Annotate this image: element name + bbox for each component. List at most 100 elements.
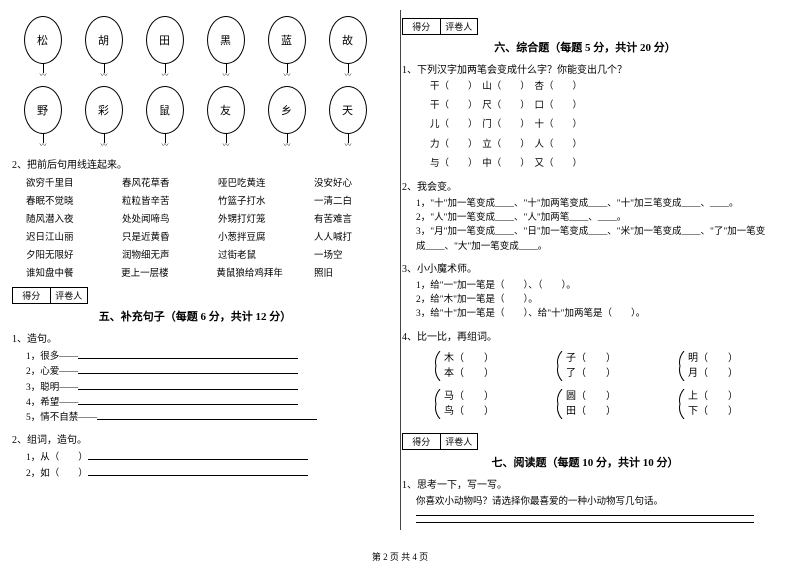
brace-icon — [432, 389, 442, 419]
char-pair: 圆（ ）田（ ） — [554, 389, 616, 419]
write-line — [416, 522, 754, 523]
s6-q3-line: 2，给"木"加一笔是（ ）。 — [416, 293, 768, 307]
word-cell: 只是近黄昏 — [122, 229, 186, 243]
score-box: 得分 评卷人 — [402, 433, 478, 450]
brace-icon — [432, 351, 442, 381]
word-cell: 一场空 — [314, 247, 378, 261]
char-pair: 木（ ）本（ ） — [432, 351, 494, 381]
score-box: 得分 评卷人 — [402, 18, 478, 35]
balloon: 胡 — [85, 16, 123, 64]
balloon: 野 — [24, 86, 62, 134]
balloon: 松 — [24, 16, 62, 64]
word-cell: 一清二白 — [314, 193, 378, 207]
s6-q4: 4、比一比，再组词。 — [402, 328, 768, 343]
balloon-tail-row: 〰〰〰〰〰〰 — [12, 70, 378, 80]
pair-item: 圆（ ） — [566, 389, 616, 404]
word-row: 春眠不觉晓 粒粒皆辛苦 竹篮子打水 一清二白 — [26, 193, 378, 207]
s5-item: 4，希望—— — [26, 395, 378, 410]
grader-cell: 评卷人 — [51, 288, 88, 303]
balloon: 鼠 — [146, 86, 184, 134]
right-column: 得分 评卷人 六、综合题（每题 5 分，共计 20 分） 1、下列汉字加两笔会变… — [390, 0, 780, 565]
pair-row-2: 马（ ）鸟（ ） 圆（ ）田（ ） 上（ ）下（ ） — [402, 389, 768, 419]
section6-title: 六、综合题（每题 5 分，共计 20 分） — [402, 39, 768, 55]
brace-icon — [676, 351, 686, 381]
s6-q2-line: 3，"月"加一笔变成____、"日"加一笔变成____、"米"加一笔变成____… — [416, 225, 768, 254]
q2-title: 2、把前后句用线连起来。 — [12, 156, 378, 171]
word-row: 欲穷千里目春风花草香哑巴吃黄连没安好心 — [26, 175, 378, 189]
word-cell: 照旧 — [314, 265, 378, 279]
word-row: 夕阳无限好 润物细无声 过街老鼠 一场空 — [26, 247, 378, 261]
page-footer: 第 2 页 共 4 页 — [0, 550, 800, 563]
pair-item: 下（ ） — [688, 404, 738, 419]
char-pair: 马（ ）鸟（ ） — [432, 389, 494, 419]
char-pair: 明（ ）月（ ） — [676, 351, 738, 381]
word-cell: 更上一层楼 — [121, 265, 185, 279]
grader-cell: 评卷人 — [441, 19, 478, 34]
word-row: 谁知盘中餐更上一层楼黄鼠狼给鸡拜年照旧 — [26, 265, 378, 279]
word-cell: 处处闻啼鸟 — [122, 211, 186, 225]
word-cell: 没安好心 — [314, 175, 378, 189]
word-row: 迟日江山丽只是近黄昏小葱拌豆腐人人喊打 — [26, 229, 378, 243]
word-cell: 竹篮子打水 — [218, 193, 282, 207]
word-cell: 黄鼠狼给鸡拜年 — [216, 265, 283, 279]
s5-q1: 1、造句。 — [12, 330, 378, 345]
s6-q1: 1、下列汉字加两笔会变成什么字？你能变出几个？ — [402, 61, 768, 76]
word-cell: 随风潜入夜 — [26, 211, 90, 225]
char-row: 干（ ） 山（ ） 杏（ ） — [430, 80, 768, 95]
brace-icon — [554, 389, 564, 419]
balloon: 彩 — [85, 86, 123, 134]
word-cell: 有苦难言 — [314, 211, 378, 225]
s6-q3-line: 1，给"一"加一笔是（ ）、（ ）。 — [416, 279, 768, 293]
pair-item: 木（ ） — [444, 351, 494, 366]
char-pair: 上（ ）下（ ） — [676, 389, 738, 419]
balloon: 友 — [207, 86, 245, 134]
balloon: 蓝 — [268, 16, 306, 64]
pair-item: 明（ ） — [688, 351, 738, 366]
word-matching-grid: 欲穷千里目春风花草香哑巴吃黄连没安好心春眠不觉晓粒粒皆辛苦竹篮子打水一清二白随风… — [12, 175, 378, 279]
s6-q2-line: 1，"十"加一笔变成____、"十"加两笔变成____、"十"加三笔变成____… — [416, 197, 768, 211]
balloon-row-2: 野 彩 鼠 友 乡 天 — [12, 86, 378, 134]
pair-item: 子（ ） — [566, 351, 616, 366]
pair-item: 了（ ） — [566, 366, 616, 381]
s6-q3-line: 3，给"十"加一笔是（ ）、给"十"加两笔是（ ）。 — [416, 307, 768, 321]
balloon-tail-row: 〰〰〰〰〰〰 — [12, 140, 378, 150]
word-cell: 粒粒皆辛苦 — [122, 193, 186, 207]
word-cell: 人人喊打 — [314, 229, 378, 243]
s5-item: 3，聪明—— — [26, 380, 378, 395]
word-row: 随风潜入夜 处处闻啼鸟 外甥打灯笼 有苦难言 — [26, 211, 378, 225]
pair-item: 田（ ） — [566, 404, 616, 419]
worksheet-page: 松 胡 田 黑 蓝 故 〰〰〰〰〰〰 野 彩 鼠 友 乡 天 〰〰〰〰〰〰 2、… — [0, 0, 800, 565]
word-cell: 夕阳无限好 — [26, 247, 90, 261]
pair-row-1: 木（ ）本（ ） 子（ ）了（ ） 明（ ）月（ ） — [402, 351, 768, 381]
s5-items: 1，很多——2，心爱——3，聪明——4，希望——5，情不自禁—— — [12, 349, 378, 425]
section5-title: 五、补充句子（每题 6 分，共计 12 分） — [12, 308, 378, 324]
balloon: 天 — [329, 86, 367, 134]
word-cell: 春眠不觉晓 — [26, 193, 90, 207]
pair-item: 鸟（ ） — [444, 404, 494, 419]
s6-q3: 3、小小魔术师。 — [402, 260, 768, 275]
s6-char-grid: 干（ ） 山（ ） 杏（ ） 干（ ） 尺（ ） 口（ ） 儿（ ） 门（ ） 十（… — [402, 80, 768, 172]
brace-icon — [554, 351, 564, 381]
s5-q2-item: 2，如（ ） — [26, 466, 378, 481]
word-cell: 哑巴吃黄连 — [218, 175, 282, 189]
word-cell: 外甥打灯笼 — [218, 211, 282, 225]
char-row: 与（ ） 中（ ） 又（ ） — [430, 157, 768, 172]
word-cell: 欲穷千里目 — [26, 175, 90, 189]
word-cell: 过街老鼠 — [218, 247, 282, 261]
pair-item: 月（ ） — [688, 366, 738, 381]
write-line — [416, 515, 754, 516]
word-cell: 小葱拌豆腐 — [218, 229, 282, 243]
pair-item: 本（ ） — [444, 366, 494, 381]
s7-q1: 1、思考一下，写一写。 — [402, 476, 768, 491]
balloon: 乡 — [268, 86, 306, 134]
left-column: 松 胡 田 黑 蓝 故 〰〰〰〰〰〰 野 彩 鼠 友 乡 天 〰〰〰〰〰〰 2、… — [0, 0, 390, 565]
pair-item: 上（ ） — [688, 389, 738, 404]
balloon: 故 — [329, 16, 367, 64]
char-row: 干（ ） 尺（ ） 口（ ） — [430, 99, 768, 114]
char-row: 儿（ ） 门（ ） 十（ ） — [430, 118, 768, 133]
grader-cell: 评卷人 — [441, 434, 478, 449]
word-cell: 润物细无声 — [122, 247, 186, 261]
s5-item: 1，很多—— — [26, 349, 378, 364]
score-cell: 得分 — [403, 434, 441, 449]
score-cell: 得分 — [403, 19, 441, 34]
